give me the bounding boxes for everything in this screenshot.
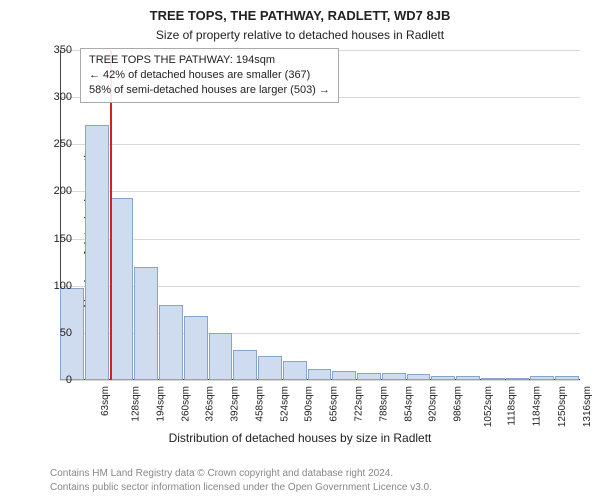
- x-tick-label: 326sqm: [205, 386, 216, 422]
- footer-attribution: Contains HM Land Registry data © Crown c…: [50, 467, 432, 494]
- chart-title-main: TREE TOPS, THE PATHWAY, RADLETT, WD7 8JB: [0, 8, 600, 23]
- x-tick-label: 392sqm: [230, 386, 241, 422]
- bar: [431, 376, 455, 380]
- bar: [159, 305, 183, 380]
- x-tick-label: 854sqm: [403, 386, 414, 422]
- y-tick-label: 100: [54, 280, 72, 292]
- y-tick-label: 200: [54, 185, 72, 197]
- bar: [456, 376, 480, 380]
- gridline: [60, 144, 580, 145]
- x-tick-label: 986sqm: [453, 386, 464, 422]
- annotation-box: TREE TOPS THE PATHWAY: 194sqm ← 42% of d…: [80, 48, 339, 103]
- bar: [233, 350, 257, 380]
- x-tick-label: 722sqm: [354, 386, 365, 422]
- x-tick-label: 788sqm: [378, 386, 389, 422]
- chart-container: TREE TOPS, THE PATHWAY, RADLETT, WD7 8JB…: [0, 0, 600, 500]
- y-tick-label: 50: [60, 327, 72, 339]
- x-tick-label: 1250sqm: [557, 386, 568, 427]
- gridline: [60, 191, 580, 192]
- bar: [530, 376, 554, 380]
- y-tick-label: 250: [54, 138, 72, 150]
- bar: [258, 356, 282, 381]
- gridline: [60, 380, 580, 381]
- x-tick-label: 524sqm: [279, 386, 290, 422]
- x-tick-label: 920sqm: [428, 386, 439, 422]
- x-tick-label: 1184sqm: [532, 386, 543, 426]
- bar: [332, 371, 356, 380]
- x-tick-label: 458sqm: [255, 386, 266, 422]
- bar: [357, 373, 381, 380]
- y-tick-label: 150: [54, 233, 72, 245]
- x-tick-label: 1052sqm: [483, 386, 494, 427]
- bar: [506, 378, 530, 380]
- footer-line1: Contains HM Land Registry data © Crown c…: [50, 467, 432, 481]
- bar: [134, 267, 158, 380]
- x-axis-label: Distribution of detached houses by size …: [0, 431, 600, 445]
- bar: [481, 378, 505, 380]
- annotation-line2: ← 42% of detached houses are smaller (36…: [89, 68, 330, 83]
- x-tick-label: 63sqm: [100, 386, 111, 416]
- footer-line2: Contains public sector information licen…: [50, 481, 432, 495]
- bar: [382, 373, 406, 380]
- annotation-line3: 58% of semi-detached houses are larger (…: [89, 83, 330, 98]
- x-tick-label: 1118sqm: [506, 386, 517, 426]
- bar: [184, 316, 208, 380]
- bar: [283, 361, 307, 380]
- y-tick-label: 300: [54, 91, 72, 103]
- bar: [308, 369, 332, 380]
- x-tick-label: 1316sqm: [582, 386, 593, 427]
- gridline: [60, 239, 580, 240]
- x-tick-label: 260sqm: [180, 386, 191, 422]
- x-tick-label: 590sqm: [304, 386, 315, 422]
- x-tick-label: 194sqm: [155, 386, 166, 422]
- chart-title-sub: Size of property relative to detached ho…: [0, 28, 600, 42]
- bar: [85, 125, 109, 380]
- bar: [555, 376, 579, 380]
- y-tick-label: 350: [54, 44, 72, 56]
- x-tick-label: 128sqm: [131, 386, 142, 422]
- bar: [110, 198, 134, 380]
- annotation-line1: TREE TOPS THE PATHWAY: 194sqm: [89, 53, 330, 68]
- bar: [209, 333, 233, 380]
- bar: [407, 374, 431, 380]
- y-tick-label: 0: [66, 374, 72, 386]
- x-tick-label: 656sqm: [329, 386, 340, 422]
